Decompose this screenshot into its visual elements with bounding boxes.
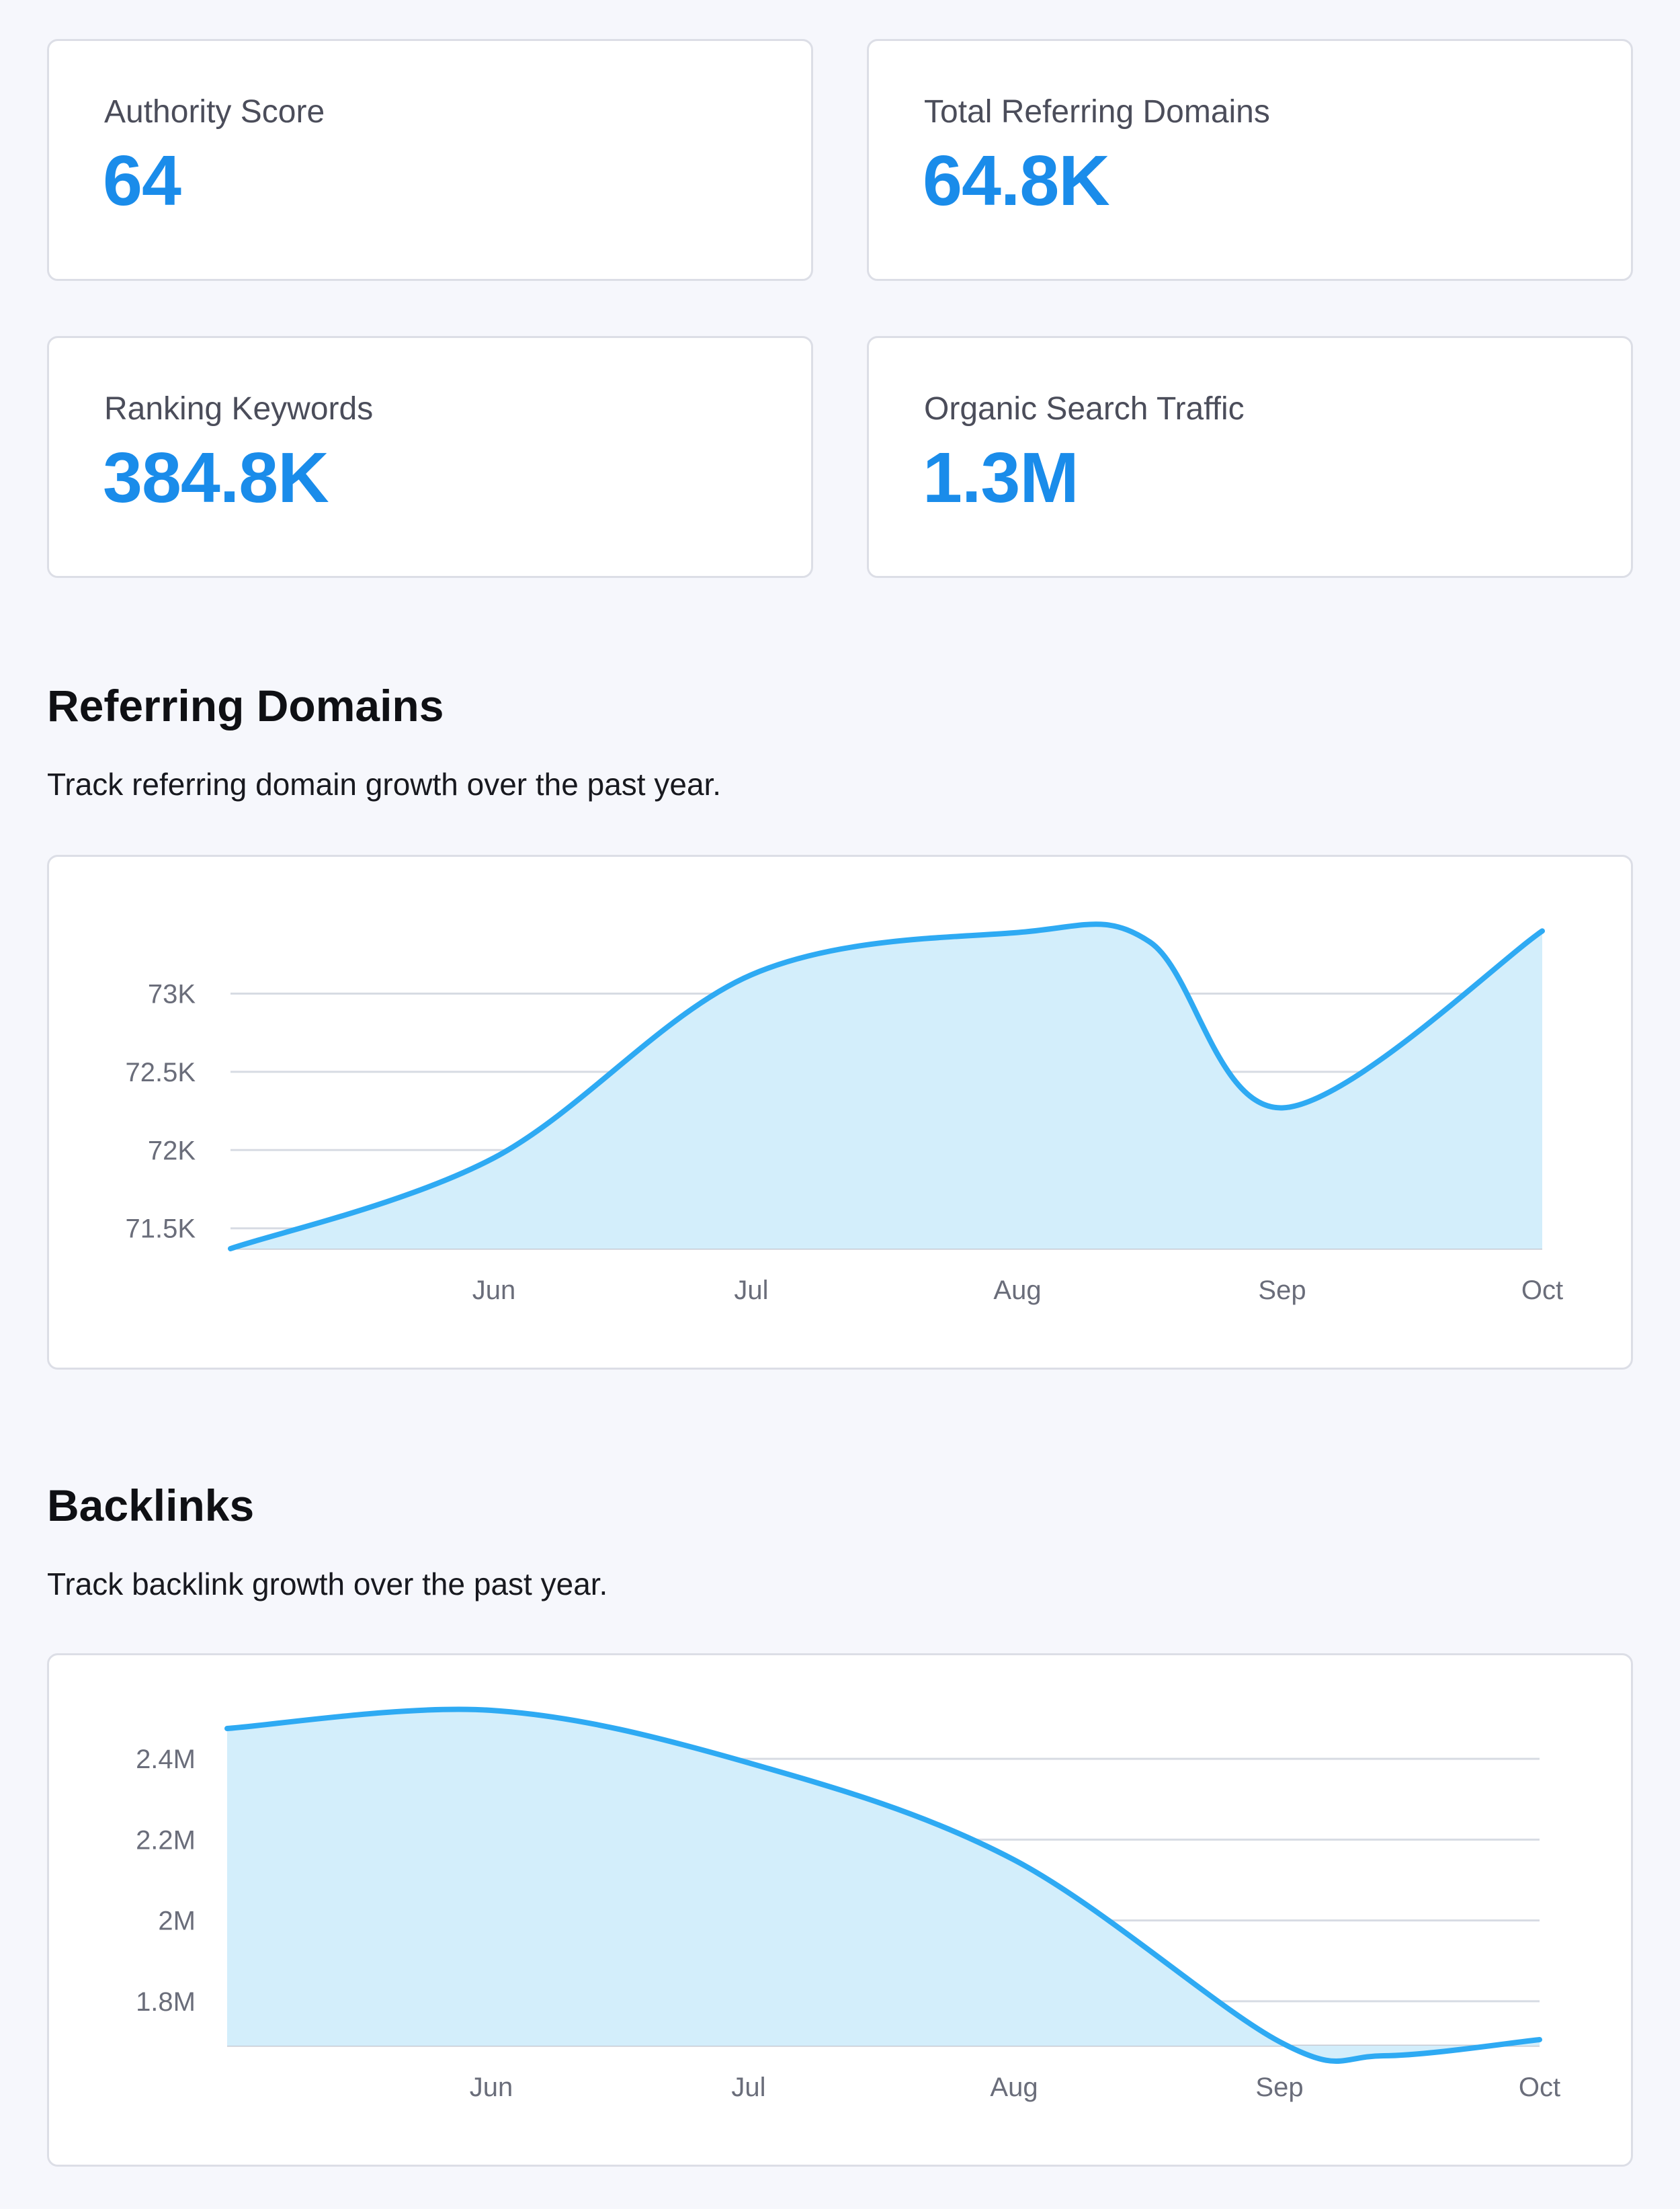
y-tick-label: 2.4M bbox=[136, 1745, 196, 1774]
metric-value: 64 bbox=[103, 141, 181, 220]
x-tick-label: Jun bbox=[472, 1276, 516, 1305]
backlinks-title: Backlinks bbox=[47, 1481, 255, 1530]
x-tick-label: Jul bbox=[734, 1276, 768, 1305]
x-tick-label: Aug bbox=[990, 2073, 1038, 2102]
metric-card-total-referring-domains: Total Referring Domains 64.8K bbox=[867, 39, 1633, 281]
x-tick-label: Sep bbox=[1258, 1276, 1306, 1305]
y-tick-label: 71.5K bbox=[125, 1214, 196, 1244]
metric-card-authority-score: Authority Score 64 bbox=[47, 39, 813, 281]
metric-label: Ranking Keywords bbox=[104, 391, 374, 427]
backlinks-chart-svg: 1.8M 2M 2.2M 2.4M Jun Jul Aug Sep Oct bbox=[136, 1706, 1560, 2102]
x-tick-label: Aug bbox=[993, 1276, 1041, 1305]
series-area bbox=[230, 924, 1542, 1249]
referring-domains-title: Referring Domains bbox=[47, 681, 444, 731]
x-tick-label: Sep bbox=[1255, 2073, 1303, 2102]
referring-domains-chart-svg: 71.5K 72K 72.5K 73K Jun Jul Aug Sep Oct bbox=[125, 921, 1563, 1305]
x-tick-label: Oct bbox=[1521, 1276, 1563, 1305]
x-tick-label: Jun bbox=[470, 2073, 513, 2102]
backlinks-chart: 1.8M 2M 2.2M 2.4M Jun Jul Aug Sep Oct bbox=[47, 1653, 1633, 2167]
backlinks-description: Track backlink growth over the past year… bbox=[47, 1567, 608, 1601]
metric-value: 1.3M bbox=[923, 438, 1079, 517]
referring-domains-chart: 71.5K 72K 72.5K 73K Jun Jul Aug Sep Oct bbox=[47, 855, 1633, 1370]
x-tick-label: Jul bbox=[731, 2073, 765, 2102]
metric-value: 384.8K bbox=[103, 438, 329, 517]
series-area bbox=[227, 1709, 1540, 2061]
metric-value: 64.8K bbox=[923, 141, 1110, 220]
referring-domains-description: Track referring domain growth over the p… bbox=[47, 767, 722, 802]
series-line bbox=[224, 1706, 1542, 2064]
y-tick-label: 72.5K bbox=[125, 1058, 196, 1087]
metric-card-ranking-keywords: Ranking Keywords 384.8K bbox=[47, 336, 813, 578]
y-tick-label: 2.2M bbox=[136, 1825, 196, 1855]
y-tick-label: 1.8M bbox=[136, 1987, 196, 2017]
y-tick-label: 2M bbox=[158, 1907, 196, 1936]
metric-label: Total Referring Domains bbox=[924, 94, 1270, 130]
y-tick-label: 73K bbox=[148, 979, 196, 1009]
series-line bbox=[228, 921, 1545, 1251]
metric-label: Authority Score bbox=[104, 94, 325, 130]
y-tick-label: 72K bbox=[148, 1136, 196, 1165]
x-tick-label: Oct bbox=[1519, 2073, 1560, 2102]
metric-card-organic-search-traffic: Organic Search Traffic 1.3M bbox=[867, 336, 1633, 578]
metric-label: Organic Search Traffic bbox=[924, 391, 1245, 427]
